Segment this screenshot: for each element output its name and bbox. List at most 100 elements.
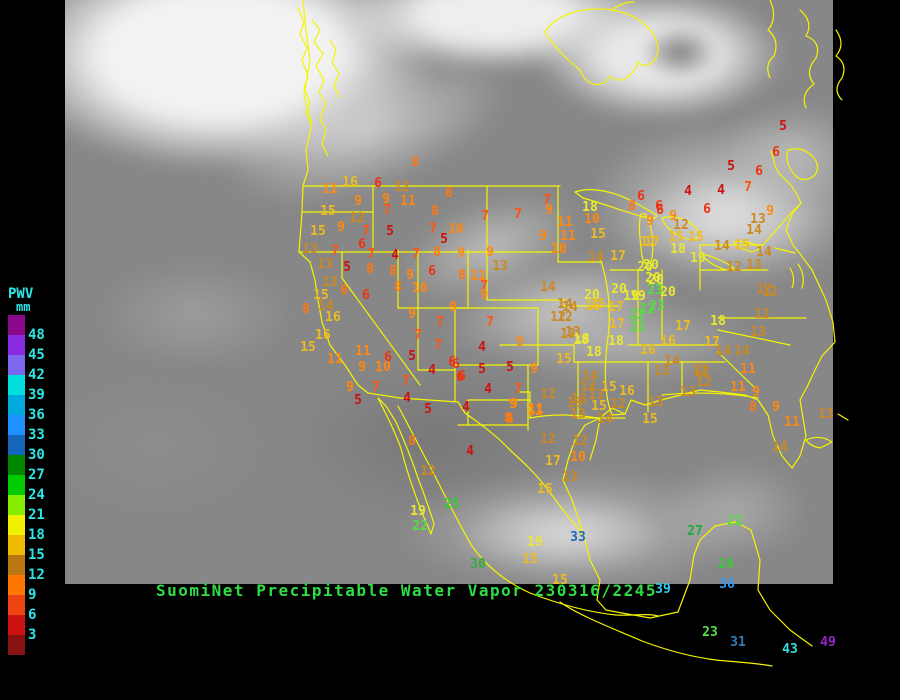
station-value: 11 (560, 228, 576, 244)
station-value: 12 (550, 309, 566, 325)
station-value: 15 (688, 229, 704, 245)
pwv-legend: PWV mm 48 45 42 39 36 33 30 27 24 21 18 15 12 9 6 3 (8, 286, 64, 655)
station-value: 11 (784, 414, 800, 430)
station-value: 12 (696, 374, 712, 390)
station-value: 10 (584, 211, 600, 227)
station-value: 7 (543, 192, 551, 208)
station-value: 13 (571, 391, 587, 407)
station-value: 17 (545, 453, 561, 469)
legend-swatch (8, 375, 25, 395)
legend-swatch (8, 615, 25, 635)
station-value: 5 (386, 223, 394, 239)
station-value: 8 (445, 185, 453, 201)
legend-swatch (8, 355, 25, 375)
station-value: 7 (367, 246, 375, 262)
station-value: 11 (730, 379, 746, 395)
station-value: 15 (601, 379, 617, 395)
station-value: 9 (766, 203, 774, 219)
station-value: 11 (470, 268, 486, 284)
station-value: 10 (375, 359, 391, 375)
station-value: 9 (509, 396, 517, 412)
station-value: 9 (354, 193, 362, 209)
station-value: 4 (391, 247, 399, 263)
station-value: 9 (545, 202, 553, 218)
station-value: 7 (514, 206, 522, 222)
station-value: 8 (408, 433, 416, 449)
station-value: 15 (590, 296, 606, 312)
station-value: 33 (570, 529, 586, 545)
station-value: 8 (431, 203, 439, 219)
station-value: 11 (528, 401, 544, 417)
station-value: 22 (629, 307, 645, 323)
station-value: 17 (609, 316, 625, 332)
station-value: 14 (714, 238, 730, 254)
station-value: 13 (570, 406, 586, 422)
station-value: 18 (582, 199, 598, 215)
station-value: 8 (504, 410, 512, 426)
station-value: 7 (436, 314, 444, 330)
station-value: 11 (740, 361, 756, 377)
station-value: 13 (750, 211, 766, 227)
station-value: 8 (340, 282, 348, 298)
station-value: 23 (647, 282, 663, 298)
legend-swatch (8, 455, 25, 475)
station-value: 17 (704, 334, 720, 350)
station-value: 25 (444, 496, 460, 512)
station-value: 13 (588, 387, 604, 403)
station-value: 14 (664, 353, 680, 369)
station-value: 13 (492, 258, 508, 274)
station-value: 6 (358, 236, 366, 252)
legend-swatch (8, 535, 25, 555)
station-value: 12 (540, 386, 556, 402)
station-value: 15 (591, 398, 607, 414)
station-value: 16 (640, 342, 656, 358)
station-value: 19 (527, 534, 543, 550)
station-value: 9 (406, 267, 414, 283)
legend-label: 39 (28, 387, 45, 403)
station-value: 9 (480, 287, 488, 303)
station-value: 7 (414, 327, 422, 343)
station-value: 12 (694, 364, 710, 380)
station-value: 18 (574, 331, 590, 347)
station-value: 13 (750, 324, 766, 340)
station-value: 36 (719, 576, 735, 592)
legend-label: 48 (28, 327, 45, 343)
legend-title: PWV (8, 286, 34, 302)
station-value: 12 (557, 309, 573, 325)
legend-label: 27 (28, 467, 45, 483)
station-value: 5 (408, 348, 416, 364)
legend-swatch (8, 435, 25, 455)
station-value: 5 (478, 361, 486, 377)
station-value: 14 (756, 244, 772, 260)
station-value: 16 (325, 309, 341, 325)
legend-label: 42 (28, 367, 45, 383)
legend-swatch (8, 475, 25, 495)
legend-color-bar: 48 45 42 39 36 33 30 27 24 21 18 15 12 9 6 3 (8, 315, 64, 655)
station-value: 19 (623, 288, 639, 304)
station-value: 4 (428, 362, 436, 378)
station-value: 9 (486, 244, 494, 260)
station-value: 15 (310, 223, 326, 239)
station-value: 11 (400, 193, 416, 209)
station-value: 19 (690, 250, 706, 266)
station-value: 9 (539, 228, 547, 244)
station-value: 14 (540, 279, 556, 295)
station-value: 4 (684, 183, 692, 199)
station-value: 19 (630, 288, 646, 304)
station-value: 5 (343, 259, 351, 275)
station-value: 8 (389, 263, 397, 279)
station-value: 20 (645, 270, 661, 286)
station-value: 6 (458, 368, 466, 384)
station-value: 11 (557, 214, 573, 230)
station-value: 16 (660, 333, 676, 349)
station-value: 6 (772, 144, 780, 160)
station-value: 13 (302, 241, 318, 257)
station-value: 11 (355, 343, 371, 359)
station-value: 15 (668, 229, 684, 245)
station-value: 18 (670, 241, 686, 257)
station-value: 4 (403, 390, 411, 406)
station-value: 20 (611, 281, 627, 297)
station-value: 9 (510, 396, 518, 412)
station-value: 15 (552, 572, 568, 588)
